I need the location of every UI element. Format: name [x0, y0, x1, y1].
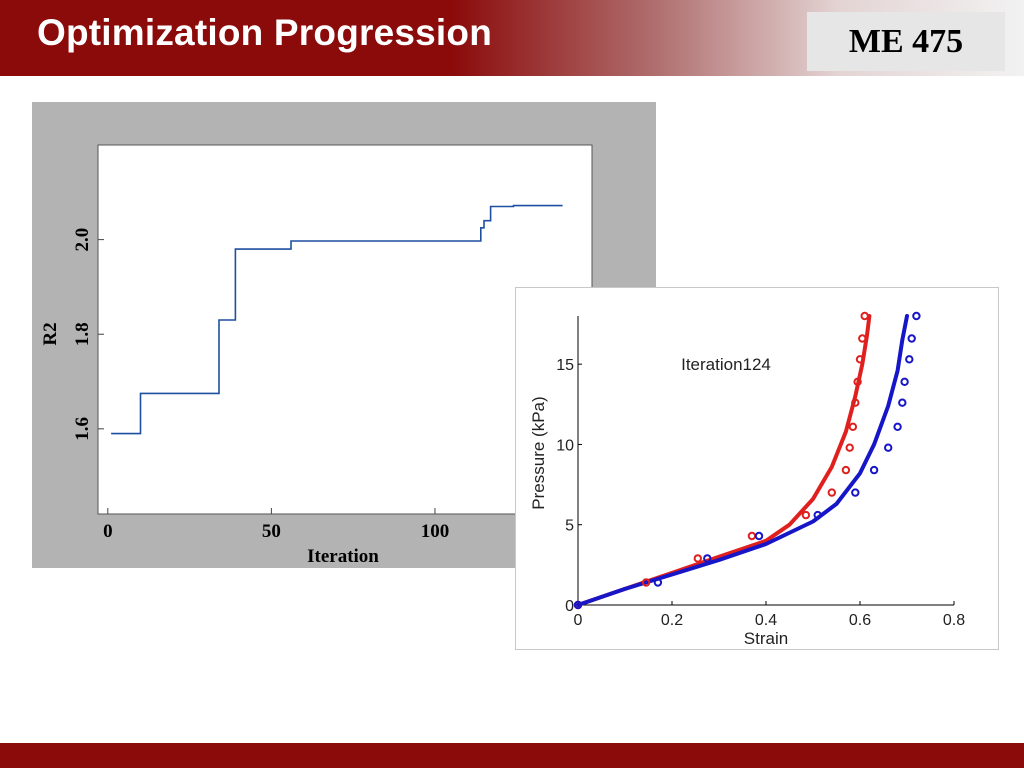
pressure-data-point — [898, 398, 907, 407]
pressure-data-point — [573, 600, 583, 610]
strain-tick-label: 0.8 — [943, 612, 965, 629]
pressure-data-point — [853, 377, 862, 387]
pressure-data-point — [754, 531, 764, 541]
pressure-data-point — [851, 398, 860, 407]
pressure-data-point — [907, 334, 916, 343]
pressure-data-point — [855, 355, 865, 364]
course-label: ME 475 — [848, 22, 964, 60]
r2-y-tick-label: 2.0 — [72, 228, 93, 252]
pressure-data-point — [747, 531, 757, 541]
r2-x-tick-label: 0 — [103, 521, 113, 542]
strain-tick-label: 0 — [574, 612, 583, 629]
pressure-tick-label: 10 — [556, 437, 574, 454]
r2-series-line — [111, 204, 563, 435]
pressure-tick-label: 0 — [565, 598, 574, 615]
pressure-data-point — [912, 311, 921, 321]
pressure-data-point — [905, 355, 914, 364]
r2-y-tick-label: 1.6 — [72, 417, 93, 441]
r2-x-tick-label: 50 — [262, 521, 281, 542]
pressure-data-point — [851, 488, 860, 497]
pressure-data-point — [703, 554, 712, 563]
footer-band — [0, 743, 1024, 768]
pressure-tick-label: 5 — [565, 518, 574, 535]
pressure-data-point — [893, 422, 902, 432]
pressure-strain-chart-title: Iteration124 — [681, 355, 771, 374]
strain-tick-label: 0.2 — [661, 612, 683, 629]
pressure-data-point — [641, 578, 651, 587]
r2-y-axis-label: R2 — [40, 322, 61, 345]
r2-label-strip — [32, 540, 532, 568]
pressure-data-point — [845, 443, 854, 452]
pressure-data-point — [841, 465, 851, 475]
pressure-strain-chart-frame: 0 0.2 0.4 0.6 0.8 0 5 10 15 Iteration124 Strain … — [515, 287, 999, 650]
slide-title: Optimization Progression — [37, 12, 493, 53]
pressure-data-point — [693, 554, 703, 563]
pressure-data-point — [900, 377, 909, 387]
r2-iteration-chart: 0 50 100 1.6 1.8 2.0 Iteration R2 — [32, 144, 593, 568]
strain-axis-label: Strain — [744, 629, 788, 648]
pressure-axis-label: Pressure (kPa) — [529, 396, 548, 509]
r2-y-tick-label: 1.8 — [72, 322, 93, 346]
pressure-data-point — [813, 510, 822, 520]
r2-x-axis-label: Iteration — [307, 546, 379, 567]
pressure-data-point — [858, 334, 867, 343]
pressure-tick-label: 15 — [556, 357, 574, 374]
pressure-data-point — [860, 311, 869, 321]
pressure-data-point — [848, 422, 858, 432]
pressure-data-point — [827, 488, 836, 497]
course-badge: ME 475 — [807, 12, 1005, 71]
pressure-data-point — [801, 510, 811, 520]
r2-x-tick-label: 100 — [421, 521, 450, 542]
pressure-data-point — [884, 443, 893, 452]
pressure-data-point — [869, 465, 879, 475]
strain-tick-label: 0.4 — [755, 612, 777, 629]
strain-tick-label: 0.6 — [849, 612, 871, 629]
pressure-data-point — [653, 578, 663, 587]
pressure-fit-curve — [576, 314, 909, 607]
